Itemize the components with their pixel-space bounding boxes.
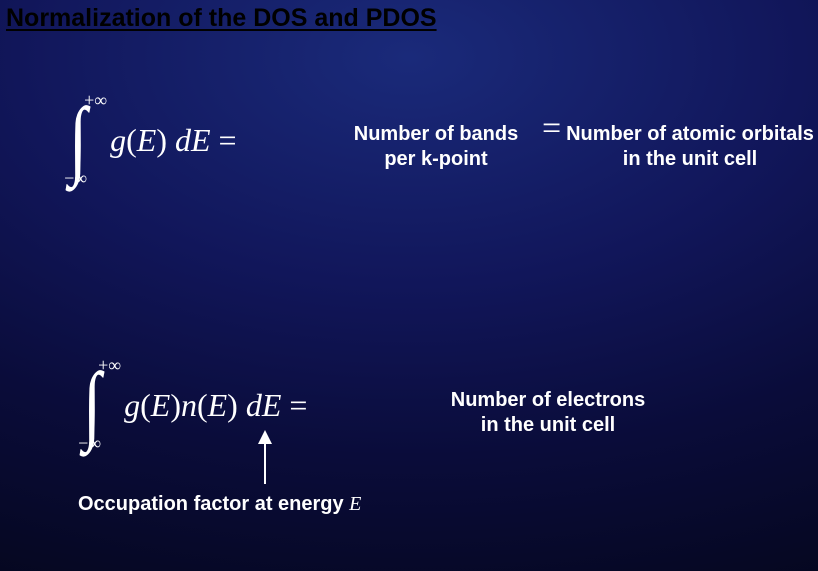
lower-limit: −∞: [64, 168, 87, 189]
label-atomic-orbitals: Number of atomic orbitals in the unit ce…: [560, 122, 818, 172]
label-line: in the unit cell: [623, 148, 757, 170]
integral-sign: ∫: [69, 105, 87, 175]
label-electrons-in-cell: Number of electrons in the unit cell: [438, 388, 658, 438]
energy-variable: E: [349, 493, 361, 515]
slide-title: Normalization of the DOS and PDOS: [6, 4, 437, 33]
label-line: Number of atomic orbitals: [566, 123, 814, 145]
label-line: in the unit cell: [481, 414, 615, 436]
integrand: g(E) dE =: [110, 122, 236, 158]
equation-dos-normalization: ∫ +∞ −∞ g(E) dE =: [66, 105, 237, 175]
arrow-up-icon: [256, 430, 274, 484]
integrand: g(E)n(E) dE =: [124, 387, 307, 423]
integral-sign: ∫: [83, 370, 101, 440]
label-line: Number of electrons: [451, 389, 645, 411]
upper-limit: +∞: [84, 90, 107, 111]
label-text: Occupation factor at energy: [78, 493, 349, 515]
label-line: Number of bands: [354, 123, 518, 145]
label-bands-per-kpoint: Number of bands per k-point: [336, 122, 536, 172]
lower-limit: −∞: [78, 433, 101, 454]
label-occupation-factor: Occupation factor at energy E: [78, 492, 361, 517]
upper-limit: +∞: [98, 355, 121, 376]
label-line: per k-point: [384, 148, 487, 170]
